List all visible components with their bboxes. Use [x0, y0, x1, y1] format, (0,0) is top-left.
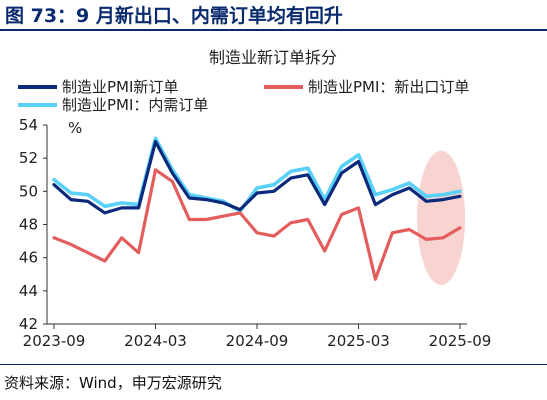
- legend-label-export-orders: 制造业PMI：新出口订单: [308, 78, 469, 96]
- title-rule: [0, 29, 547, 31]
- x-tick-label: 2024-09: [226, 332, 289, 350]
- y-tick-label: 52: [19, 149, 38, 167]
- x-tick-label: 2024-03: [124, 332, 187, 350]
- y-tick-label: 42: [19, 315, 38, 333]
- recent-months-highlight: [417, 150, 466, 286]
- order-breakdown-chart: 制造业新订单拆分 制造业PMI新订单 制造业PMI：内需订单 制造业PMI：新出…: [18, 48, 491, 350]
- x-tick-label: 2023-09: [23, 332, 86, 350]
- y-tick-label: 54: [19, 116, 38, 134]
- series-line-pmi-new-orders: [52, 140, 462, 215]
- figure-title: 图 73：9 月新出口、内需订单均有回升: [5, 5, 343, 27]
- legend-label-pmi-new-orders: 制造业PMI新订单: [62, 78, 178, 96]
- series-line-domestic-orders: [52, 136, 462, 213]
- legend: 制造业PMI新订单 制造业PMI：内需订单 制造业PMI：新出口订单: [18, 78, 469, 114]
- legend-label-domestic-orders: 制造业PMI：内需订单: [62, 96, 208, 114]
- bottom-rule: [0, 364, 547, 365]
- y-tick-label: 48: [19, 216, 38, 234]
- x-tick-label: 2025-09: [429, 332, 492, 350]
- source-note: 资料来源：Wind，申万宏源研究: [4, 374, 222, 392]
- y-tick-label: 50: [19, 182, 38, 200]
- y-tick-label: 44: [19, 282, 38, 300]
- x-tick-label: 2025-03: [327, 332, 390, 350]
- y-axis-unit-label: %: [68, 119, 82, 137]
- series-layer: [52, 136, 462, 281]
- series-line-export-orders: [52, 168, 462, 281]
- y-tick-label: 46: [19, 249, 38, 267]
- axes: 42 44 46 48 50 52 54 2023-09 2024-03 2024-09 2025-…: [19, 116, 491, 350]
- chart-title: 制造业新订单拆分: [209, 48, 337, 67]
